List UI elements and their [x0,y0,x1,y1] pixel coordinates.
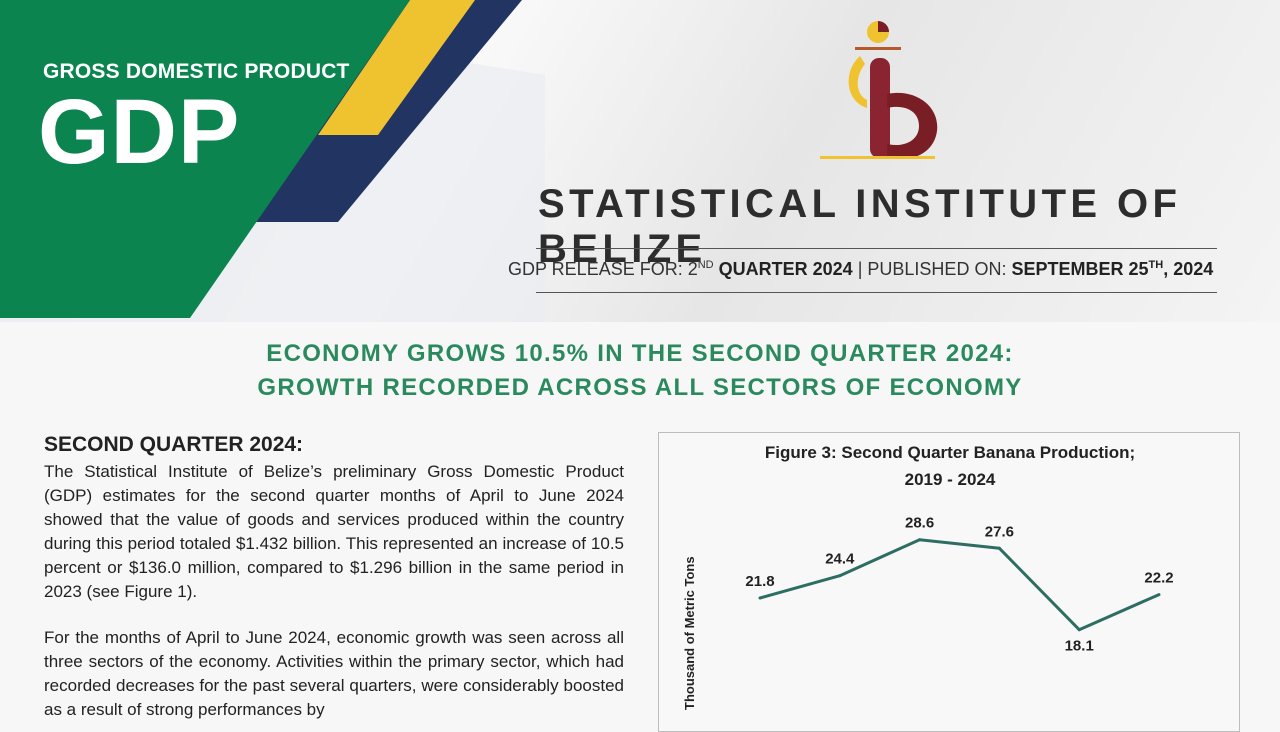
logo-base [820,156,935,159]
release-quarter: QUARTER 2024 [718,259,853,279]
report-header: GROSS DOMESTIC PRODUCT GDP STATISTICAL I… [0,0,1280,322]
section-title: SECOND QUARTER 2024: [44,433,304,456]
yellow-stripe-shape [318,0,475,135]
institute-logo [820,21,938,159]
header-rule-top [536,248,1217,249]
chart-title-line-1: Figure 3: Second Quarter Banana Producti… [764,443,1136,462]
chart-y-axis-label: Thousand of Metric Tons [682,556,697,710]
release-date: SEPTEMBER 25 [1011,259,1149,279]
logo-circle-wedge [878,21,889,32]
release-date-year: , 2024 [1163,259,1214,279]
release-separator: | [857,259,863,279]
institute-name: STATISTICAL INSTITUTE OF BELIZE [538,182,1182,271]
release-line: GDP RELEASE FOR: 2ND QUARTER 2024 | PUBL… [508,259,1246,280]
headline-line-2: GROWTH RECORDED ACROSS ALL SECTORS OF EC… [257,374,1023,401]
logo-bowl [887,92,938,159]
headline-line-1: ECONOMY GROWS 10.5% IN THE SECOND QUARTE… [266,340,1014,367]
release-published-label: PUBLISHED ON: [867,259,1007,279]
release-quarter-sup: ND [697,259,714,271]
body-paragraph-1: The Statistical Institute of Belize’s pr… [44,462,624,601]
green-panel-shape [0,0,410,318]
logo-stem [870,58,890,158]
header-rule-bottom [536,292,1217,293]
report-kicker: GROSS DOMESTIC PRODUCT [43,60,350,83]
header-decoration [0,0,545,322]
logo-bar [855,47,901,50]
chart-title-line-2: 2019 - 2024 [904,470,996,489]
release-prefix: GDP RELEASE FOR: 2 [508,259,698,279]
report-big-title: GDP [38,81,241,183]
release-date-sup: TH [1148,259,1164,271]
body-paragraph-2: For the months of April to June 2024, ec… [44,628,624,719]
chart-figure-3: Figure 3: Second Quarter Banana Producti… [658,432,1240,732]
logo-s-curve [848,56,867,108]
